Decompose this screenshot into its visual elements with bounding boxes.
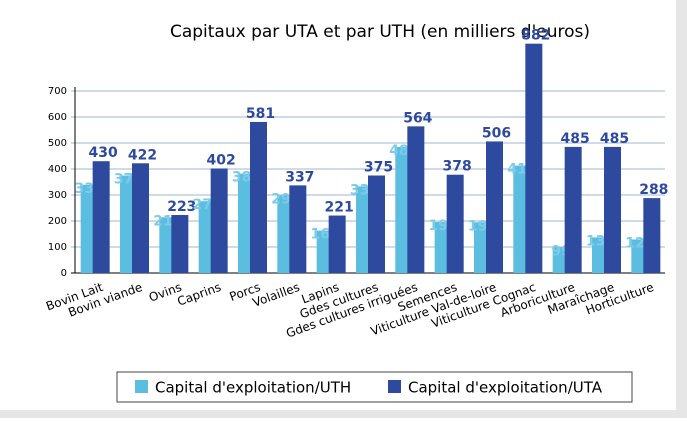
- legend: [116, 371, 633, 403]
- bar: [328, 215, 346, 273]
- value-label: 223: [167, 199, 196, 215]
- y-tick-label: 700: [48, 86, 67, 97]
- value-label: 402: [207, 152, 236, 168]
- bar: [92, 161, 110, 273]
- bar: [171, 215, 189, 273]
- bar: [604, 146, 621, 273]
- bar: [210, 168, 228, 273]
- value-label: 375: [364, 160, 393, 176]
- legend-label: Capital d'exploitation/UTA: [408, 379, 603, 397]
- value-label: 581: [246, 106, 275, 122]
- value-label: 485: [561, 131, 590, 147]
- value-label: 882: [521, 28, 550, 44]
- bar: [289, 185, 307, 273]
- y-tick-label: 500: [48, 138, 67, 149]
- value-label: 288: [639, 182, 668, 198]
- y-tick-label: 200: [48, 216, 67, 227]
- value-label: 564: [403, 110, 432, 126]
- bar: [132, 163, 149, 273]
- chart-title: Capitaux par UTA et par UTH (en milliers…: [170, 22, 590, 42]
- bar: [643, 198, 661, 273]
- legend-swatch: [135, 380, 148, 393]
- value-label: 378: [443, 159, 472, 175]
- bar: [525, 43, 543, 274]
- y-tick-label: 600: [48, 112, 67, 123]
- bar: [564, 146, 582, 273]
- value-label: 221: [325, 200, 354, 216]
- y-tick-label: 0: [61, 268, 67, 279]
- bar: [407, 126, 425, 273]
- y-tick-label: 100: [48, 242, 67, 253]
- bar: [250, 121, 267, 273]
- value-label: 337: [285, 169, 314, 185]
- value-label: 506: [482, 125, 511, 141]
- bar: [368, 175, 385, 273]
- value-label: 422: [128, 147, 157, 163]
- y-tick-label: 400: [48, 164, 67, 175]
- legend-label: Capital d'exploitation/UTH: [155, 379, 351, 397]
- value-label: 485: [600, 131, 629, 147]
- panel: [0, 0, 676, 410]
- legend-swatch: [388, 380, 401, 393]
- y-tick-label: 300: [48, 190, 67, 201]
- bar: [446, 174, 464, 273]
- bar: [486, 141, 503, 273]
- value-label: 430: [89, 145, 118, 161]
